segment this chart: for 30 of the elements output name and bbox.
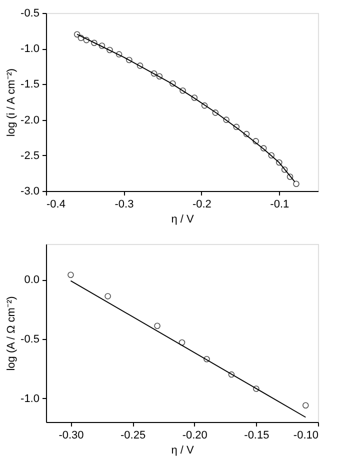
- y-axis-title: log (A / Ω cm⁻²): [6, 296, 18, 371]
- point: [154, 322, 160, 330]
- y-tick-label: -0.5: [20, 333, 40, 346]
- y-tick-label: -1.0: [20, 43, 40, 56]
- point: [253, 386, 260, 392]
- x-axis-title: η / V: [171, 214, 194, 226]
- y-tick-label: -3.0: [20, 186, 40, 198]
- x-tick-label: -0.20: [182, 430, 208, 442]
- point: [204, 356, 210, 362]
- x-tick-label: -0.25: [120, 430, 146, 442]
- point: [104, 293, 111, 300]
- y-tick-label: -1.5: [20, 78, 40, 91]
- x-tick-label: -0.10: [293, 430, 318, 442]
- x-tick-label: -0.3: [114, 198, 134, 210]
- point: [68, 272, 74, 278]
- x-tick-label: -0.15: [244, 430, 270, 442]
- point: [178, 339, 186, 346]
- x-tick-label: -0.1: [270, 198, 290, 210]
- y-axis-title: log (i / A cm⁻²): [6, 68, 18, 137]
- y-tick-label: -0.5: [20, 8, 40, 20]
- point: [228, 371, 235, 378]
- y-tick-label: 0.0: [24, 274, 40, 286]
- y-tick-label: -2.5: [20, 150, 40, 162]
- x-tick-label: -0.2: [192, 198, 212, 210]
- point: [302, 402, 309, 409]
- y-tick-label: -1.0: [20, 392, 40, 405]
- x-tick-label: -0.30: [58, 430, 84, 442]
- x-axis-title: η / V: [171, 444, 194, 456]
- x-tick-label: -0.4: [46, 198, 66, 210]
- y-tick-label: -2.0: [20, 114, 40, 126]
